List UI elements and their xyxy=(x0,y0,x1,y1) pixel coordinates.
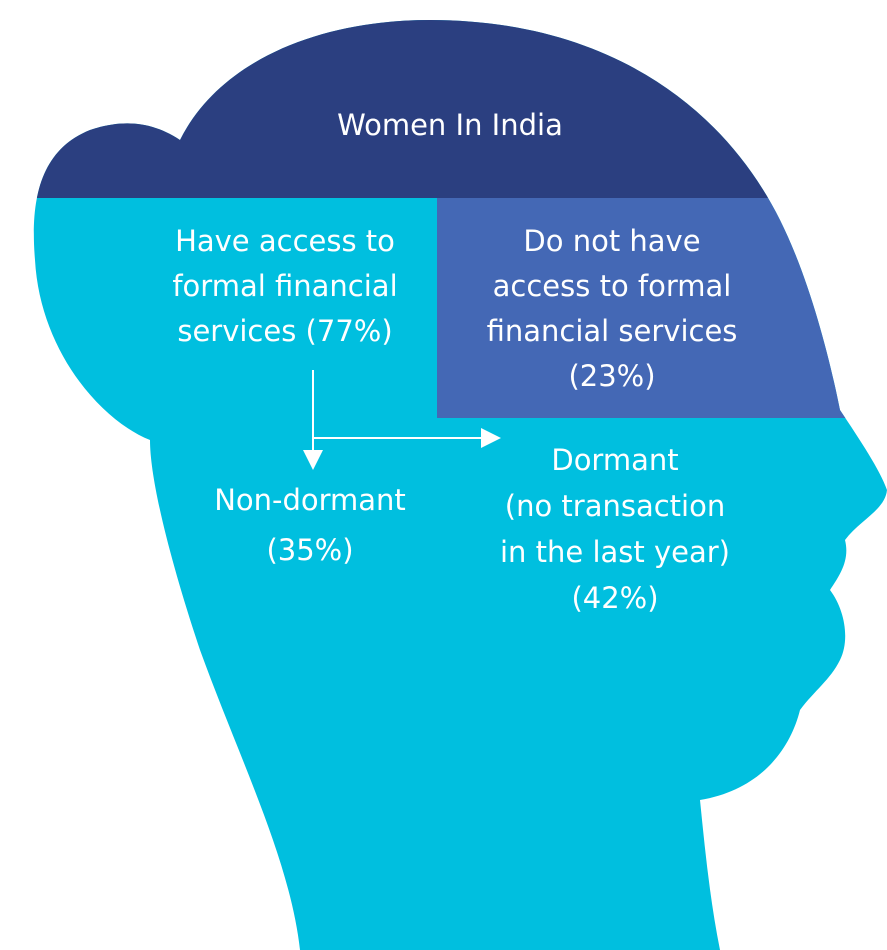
block-line: services (77%) xyxy=(177,314,392,348)
block-line: access to formal xyxy=(493,269,732,303)
block-line: formal financial xyxy=(172,269,397,303)
block-line: Dormant xyxy=(551,443,678,477)
block-line: Have access to xyxy=(175,224,395,258)
block-line: (35%) xyxy=(266,533,353,567)
block-line: (42%) xyxy=(571,581,658,615)
block-line: financial services xyxy=(487,314,738,348)
title: Women In India xyxy=(337,108,563,142)
block-line: (no transaction xyxy=(505,489,725,523)
block-line: (23%) xyxy=(568,359,655,393)
blocks: Have access to formal financial services (… xyxy=(172,224,737,615)
block-line: Non-dormant xyxy=(214,483,406,517)
top-band xyxy=(33,20,887,198)
block-line: Do not have xyxy=(523,224,700,258)
block-line: in the last year) xyxy=(500,535,730,569)
